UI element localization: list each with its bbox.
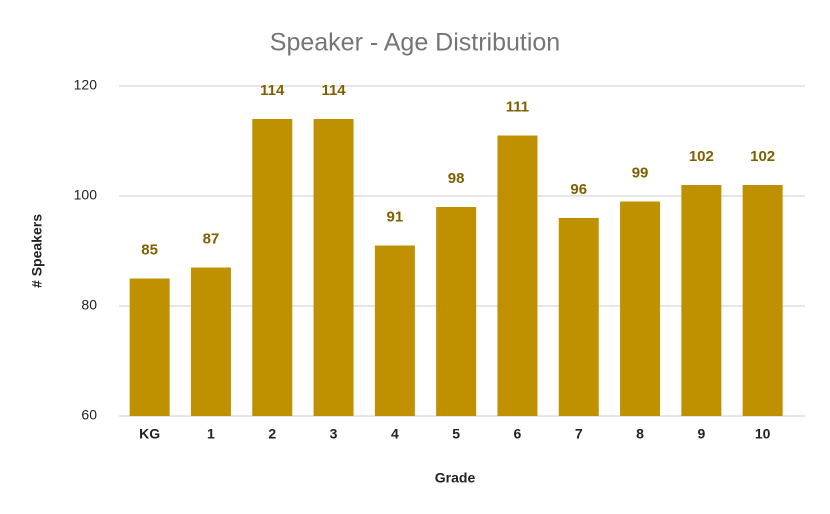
bar [190, 267, 231, 416]
x-axis-title: Grade [435, 470, 476, 486]
bar [129, 278, 170, 416]
data-label: 114 [321, 82, 346, 99]
x-tick-label: 1 [207, 426, 215, 442]
bar [497, 135, 538, 416]
data-label: 102 [689, 148, 714, 165]
y-axis-title: # Speakers [29, 214, 45, 288]
y-tick-label: 100 [74, 187, 98, 203]
data-label: 91 [387, 208, 404, 225]
x-tick-label: 2 [268, 426, 276, 442]
data-label: 99 [632, 164, 649, 181]
data-label: 98 [448, 170, 465, 187]
bar [558, 218, 599, 416]
x-tick-label: 5 [452, 426, 460, 442]
x-tick-label: KG [139, 426, 160, 442]
y-tick-label: 120 [74, 77, 98, 93]
bar [313, 119, 354, 416]
bar [436, 207, 477, 416]
data-label: 111 [506, 98, 529, 115]
x-tick-label: 10 [755, 426, 771, 442]
y-tick-label: 80 [81, 297, 97, 313]
x-tick-label: 4 [391, 426, 399, 442]
x-tick-label: 3 [330, 426, 338, 442]
x-tick-label: 7 [575, 426, 583, 442]
data-label: 102 [750, 148, 775, 165]
bar [681, 185, 722, 416]
data-label: 85 [141, 241, 158, 258]
bar [620, 201, 661, 416]
bar [374, 245, 415, 416]
bar [742, 185, 783, 416]
data-label: 114 [260, 82, 285, 99]
chart-title: Speaker - Age Distribution [270, 29, 560, 57]
y-tick-label: 60 [81, 407, 97, 423]
x-tick-label: 6 [514, 426, 522, 442]
data-label: 87 [203, 230, 220, 247]
data-label: 96 [570, 181, 587, 198]
bar [252, 119, 293, 416]
x-tick-label: 8 [636, 426, 644, 442]
x-tick-label: 9 [697, 426, 705, 442]
